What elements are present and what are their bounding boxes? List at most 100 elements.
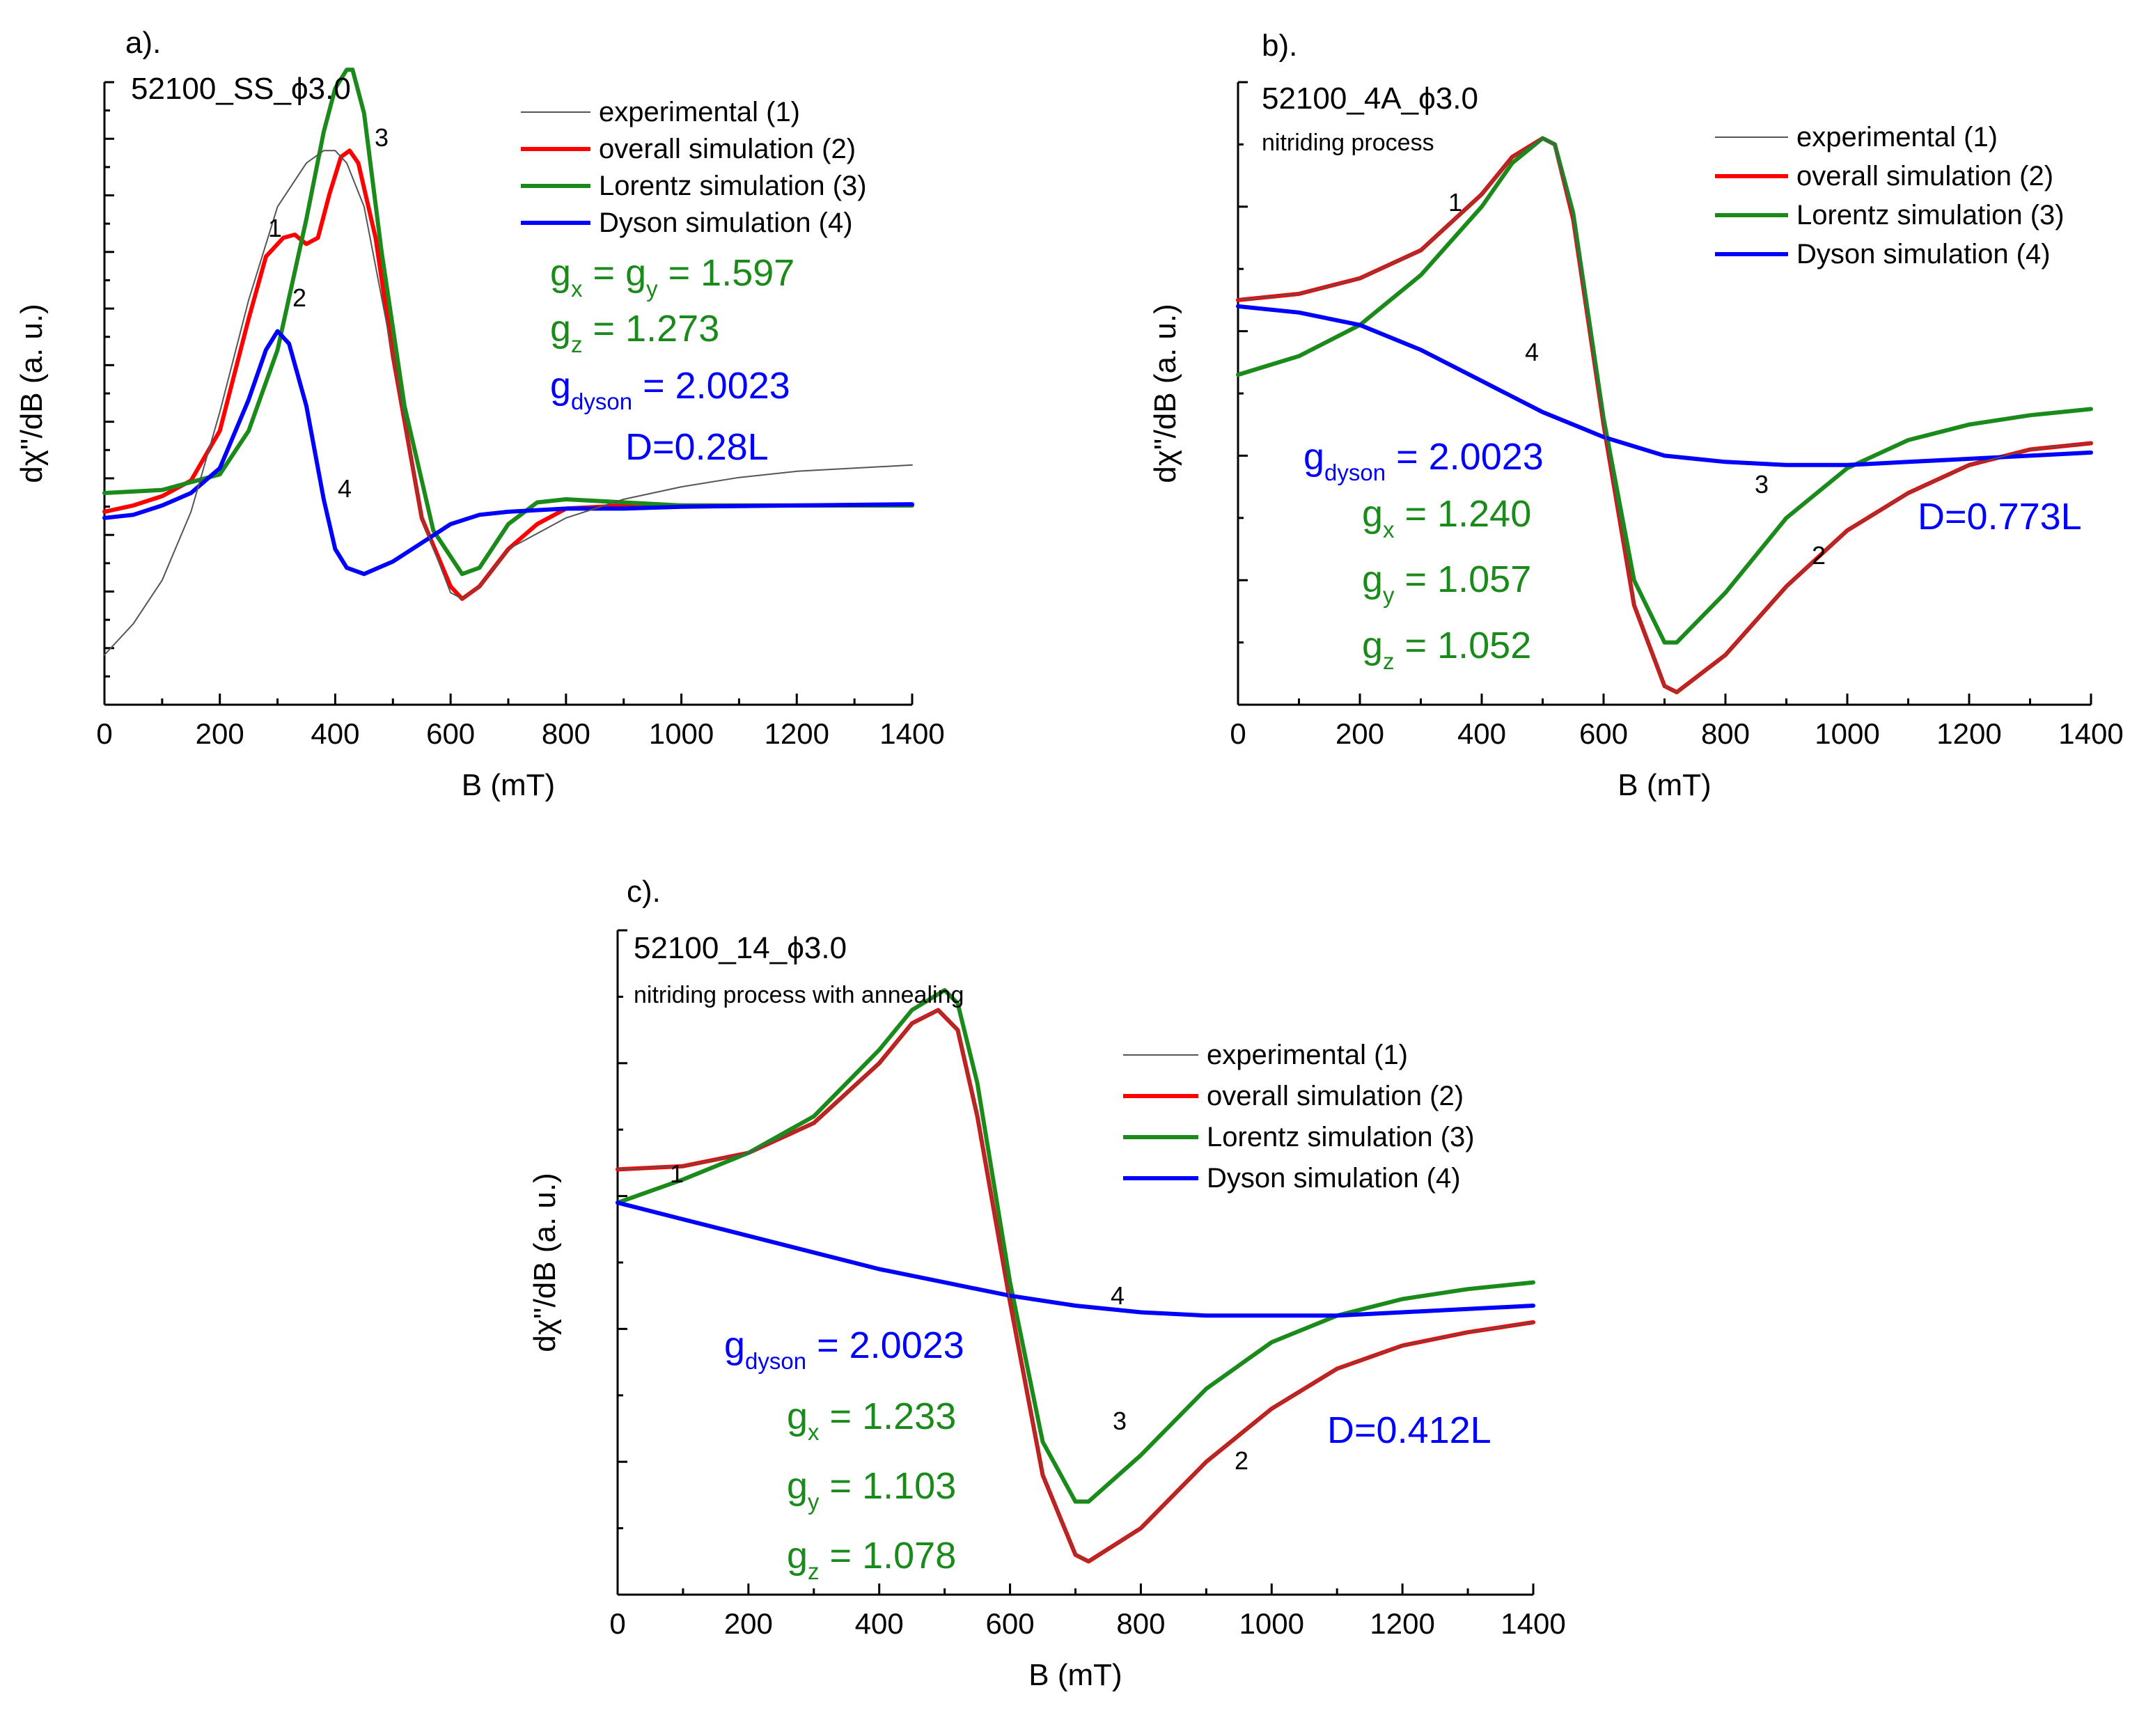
legend-entry: Lorentz simulation (3) — [599, 171, 867, 201]
sample-title-sample: 52100_14_ — [634, 931, 788, 965]
g-factor-lorentz-sub: y — [1383, 582, 1395, 608]
g-factor-lorentz-label: g — [1362, 558, 1383, 600]
g-factor-lorentz: gz = 1.273 — [550, 308, 719, 357]
sample-title: 52100_SS_ϕ3.0 — [131, 72, 351, 106]
g-factor-lorentz: gx = gy = 1.597 — [550, 252, 794, 302]
g-factor-lorentz: gy = 1.057 — [1362, 558, 1531, 608]
process-label: nitriding process with annealing — [634, 982, 964, 1008]
sample-title: 52100_4A_ϕ3.0 — [1262, 81, 1478, 116]
g-factor-lorentz: gy = 1.103 — [787, 1465, 956, 1515]
x-tick-label: 1200 — [1936, 717, 2001, 750]
process-label: nitriding process — [1262, 130, 1434, 156]
chart-panel-c: 0 200 400 600 800 1000 1200 1400 B (mT) dχ''/dB (… — [528, 875, 1566, 1692]
series-line-experimental — [104, 150, 913, 656]
g-factor-dyson-label: g — [550, 365, 571, 407]
x-tick-label: 800 — [542, 717, 590, 750]
g-factor-dyson: gdyson = 2.0023 — [1303, 436, 1544, 485]
x-axis-label: B (mT) — [462, 768, 555, 802]
g-factor-lorentz-rest: = 1.078 — [820, 1535, 957, 1577]
g-factor-lorentz-sub: x — [571, 276, 583, 302]
dyson-fraction-label: D=0.412L — [1327, 1409, 1491, 1451]
x-tick-label: 0 — [609, 1607, 625, 1640]
curve-number-label: 1 — [670, 1159, 684, 1188]
legend-entry: overall simulation (2) — [1207, 1081, 1464, 1111]
g-factor-lorentz-label: g — [550, 252, 571, 294]
g-factor-lorentz-sub: z — [808, 1558, 820, 1584]
x-tick-label: 800 — [1701, 717, 1750, 750]
g-factor-lorentz-rest: = 1.273 — [583, 308, 720, 350]
sample-title-sample: 52100_SS_ — [131, 72, 292, 106]
x-tick-label: 1400 — [879, 717, 944, 750]
g-factor-lorentz-rest: = g — [583, 252, 647, 294]
g-factor-dyson: gdyson = 2.0023 — [550, 365, 790, 414]
y-axis-label: dχ''/dB (a. u.) — [528, 1173, 562, 1352]
g-factor-lorentz-sub: x — [808, 1419, 820, 1445]
x-tick-label: 200 — [724, 1607, 773, 1640]
sample-title-phi_value: 3.0 — [1436, 81, 1478, 116]
x-tick-label: 600 — [426, 717, 475, 750]
x-tick-label: 1200 — [1370, 1607, 1434, 1640]
x-tick-label: 1000 — [1239, 1607, 1304, 1640]
series-line-lorentz — [1236, 136, 2093, 645]
g-factor-lorentz-sub: x — [1383, 517, 1395, 542]
g-factor-dyson-label: g — [1303, 436, 1324, 478]
g-factor-lorentz-rest: = 1.057 — [1395, 558, 1532, 600]
legend-entry: overall simulation (2) — [1796, 161, 2053, 191]
g-factor-lorentz: gz = 1.052 — [1362, 625, 1531, 674]
sample-title-phi_symbol: ϕ — [1418, 81, 1436, 116]
panel-label: a). — [125, 26, 161, 60]
sample-title-phi_value: 3.0 — [308, 72, 351, 106]
series-line-dyson — [102, 329, 914, 577]
x-tick-label: 1000 — [649, 717, 714, 750]
series-line-lorentz — [102, 68, 914, 577]
x-tick-label: 0 — [96, 717, 112, 750]
g-factor-dyson-label: g — [724, 1324, 745, 1366]
dyson-fraction-label: D=0.773L — [1918, 496, 2082, 538]
g-factor-dyson-sub: dyson — [1324, 460, 1386, 485]
sample-title-sample: 52100_4A_ — [1262, 81, 1419, 116]
curve-number-label: 2 — [292, 283, 306, 312]
sample-title: 52100_14_ϕ3.0 — [634, 931, 847, 965]
g-factor-lorentz-sub: z — [571, 331, 583, 357]
g-factor-lorentz-label: g — [1362, 625, 1383, 666]
y-axis-label: dχ''/dB (a. u.) — [1148, 304, 1182, 483]
x-tick-label: 400 — [311, 717, 359, 750]
g-factor-lorentz-label: g — [787, 1395, 808, 1437]
g-factor-lorentz-sub: y — [808, 1489, 820, 1515]
g-factor-dyson-rest: = 2.0023 — [1386, 436, 1544, 478]
g-factor-lorentz-label: g — [1362, 493, 1383, 535]
curve-number-label: 2 — [1812, 541, 1826, 570]
series-line-dyson — [616, 1201, 1535, 1318]
g-factor-lorentz-label: g — [550, 308, 571, 350]
g-factor-lorentz: gx = 1.233 — [787, 1395, 956, 1445]
g-factor-lorentz-rest2: = 1.597 — [658, 252, 795, 294]
legend-entry: experimental (1) — [1796, 122, 1998, 153]
legend-entry: Lorentz simulation (3) — [1796, 200, 2065, 230]
sample-title-phi_value: 3.0 — [804, 931, 847, 965]
x-tick-label: 1200 — [765, 717, 829, 750]
g-factor-lorentz-rest: = 1.052 — [1395, 625, 1532, 666]
legend-entry: Dyson simulation (4) — [599, 208, 853, 238]
sample-title-phi_symbol: ϕ — [787, 931, 804, 965]
curve-number-label: 4 — [1111, 1281, 1125, 1310]
g-factor-dyson-sub: dyson — [571, 389, 632, 414]
x-tick-label: 0 — [1230, 717, 1246, 750]
series-line-lorentz — [616, 987, 1535, 1504]
g-factor-dyson-rest: = 2.0023 — [632, 365, 790, 407]
dyson-fraction-label: D=0.28L — [625, 426, 769, 468]
panel-label: c). — [627, 875, 661, 909]
chart-panel-a: 0 200 400 600 800 1000 1200 1400 B (mT) dχ''/dB (… — [15, 26, 945, 802]
curve-number-label: 2 — [1235, 1446, 1248, 1475]
legend-entry: experimental (1) — [1207, 1040, 1408, 1070]
x-tick-label: 400 — [855, 1607, 904, 1640]
x-axis-label: B (mT) — [1618, 768, 1711, 802]
g-factor-dyson: gdyson = 2.0023 — [724, 1324, 964, 1374]
curve-number-label: 3 — [1755, 470, 1769, 499]
g-factor-lorentz-rest: = 1.240 — [1395, 493, 1532, 535]
chart-panel-b: 0 200 400 600 800 1000 1200 1400 B (mT) dχ''/dB (… — [1148, 29, 2124, 802]
x-tick-label: 1400 — [1501, 1607, 1565, 1640]
legend-entry: Dyson simulation (4) — [1796, 239, 2051, 269]
g-factor-lorentz-label: g — [787, 1465, 808, 1507]
x-tick-label: 600 — [986, 1607, 1035, 1640]
